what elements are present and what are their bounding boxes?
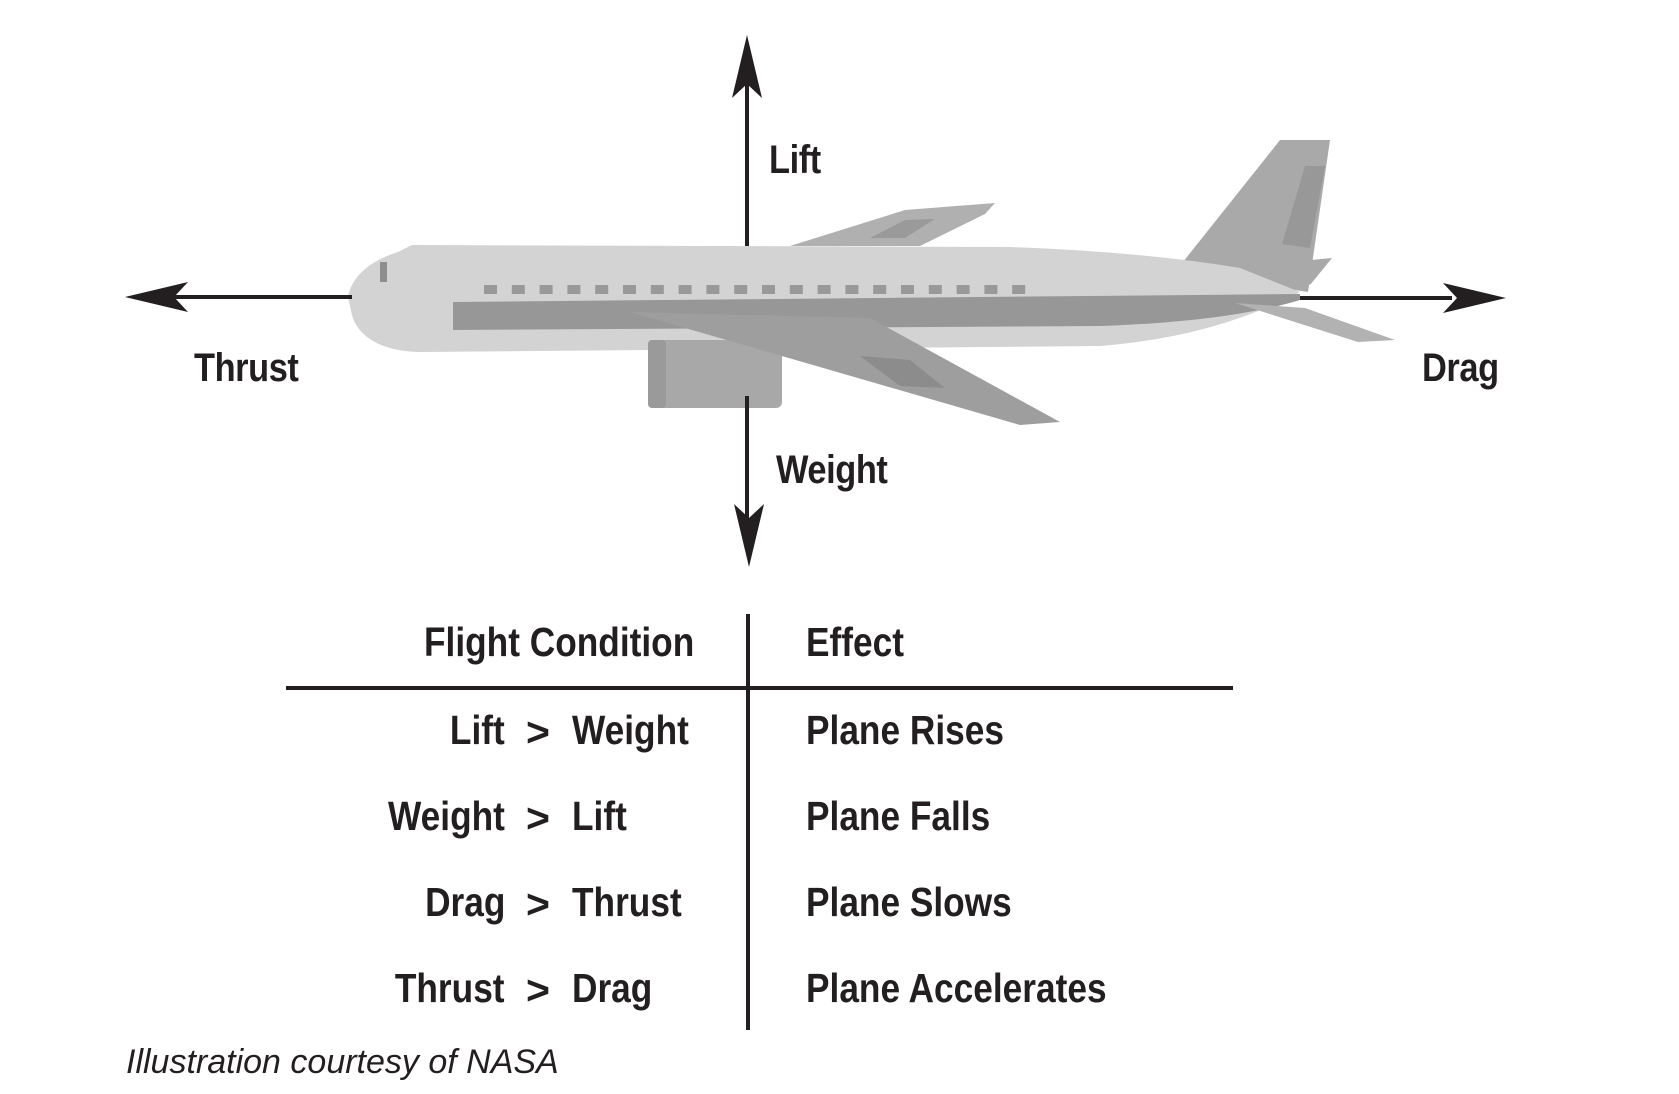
window [539,285,553,294]
caption: Illustration courtesy of NASA [126,1043,559,1081]
weight-arrow-head [734,504,764,567]
effect-cell: Plane Rises [806,707,1004,753]
near-stabilizer [1235,303,1395,342]
condition-right-term: Drag [572,965,653,1011]
condition-operator: > [526,967,550,1013]
window [678,285,692,294]
force-arrows [125,35,1506,567]
window [567,285,581,294]
window [845,285,859,294]
condition-left-term: Lift [450,707,505,753]
condition-left-term: Weight [388,793,505,839]
window [650,285,664,294]
lift-arrow-head [732,35,762,98]
window [901,285,914,294]
engine [648,340,782,408]
far-wing [790,203,995,246]
effect-cell: Plane Accelerates [806,965,1107,1011]
condition-left-term: Thrust [395,965,505,1011]
window [873,285,887,294]
window [956,285,970,294]
engine-intake [648,340,666,408]
cockpit-window [380,262,387,282]
effect-cell: Plane Slows [806,879,1012,925]
drag-arrow-head [1443,283,1506,313]
condition-operator: > [526,709,550,755]
condition-header: Flight Condition [423,619,694,665]
window [623,285,636,294]
weight-label: Weight [776,448,888,492]
window [984,285,998,294]
tail-rudder [1282,166,1325,248]
passenger-windows [484,285,1026,294]
drag-label: Drag [1422,346,1499,390]
lift-label: Lift [769,138,821,182]
far-wing-flap [870,219,935,238]
window [595,285,609,294]
window [762,285,775,294]
thrust-label: Thrust [194,346,299,390]
near-wing-flap [860,356,945,388]
effect-cell: Plane Falls [806,793,991,839]
window [511,285,525,294]
window [789,285,803,294]
vertical-tail [1175,140,1330,292]
condition-operator: > [526,881,550,927]
near-wing [630,312,1060,425]
condition-right-term: Weight [572,707,689,753]
condition-right-term: Lift [572,793,627,839]
condition-operator: > [526,795,550,841]
window [734,285,748,294]
far-stabilizer [1290,258,1332,285]
window [706,285,720,294]
window [1012,285,1026,294]
thrust-arrow-head [125,282,188,312]
window [928,285,942,294]
condition-right-term: Thrust [572,879,682,925]
window [817,285,831,294]
effect-header: Effect [806,619,904,665]
window [484,285,497,294]
condition-left-term: Drag [424,879,505,925]
